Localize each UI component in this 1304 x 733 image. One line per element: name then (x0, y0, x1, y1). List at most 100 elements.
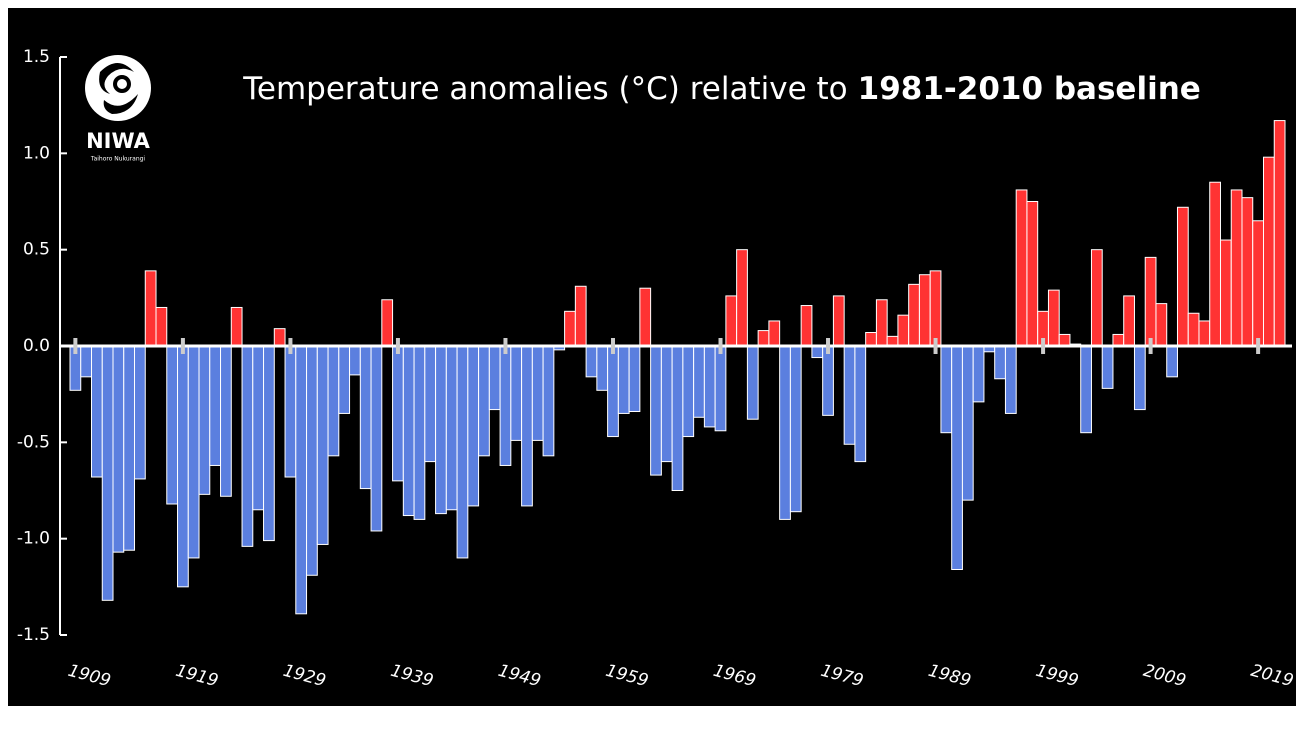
bar (220, 345, 232, 497)
bar (209, 345, 222, 466)
bar (865, 332, 877, 347)
bar (435, 345, 447, 515)
bar (639, 287, 652, 347)
x-tick (1041, 338, 1046, 354)
bar (144, 270, 157, 347)
bar (123, 345, 136, 551)
bar (564, 310, 576, 347)
bar (80, 345, 93, 378)
bar (1026, 201, 1039, 347)
bar (800, 305, 813, 347)
bar (822, 345, 834, 416)
bar (338, 345, 351, 414)
bar (1241, 197, 1254, 347)
bar (349, 345, 361, 376)
logo-name: NIWA (86, 129, 151, 153)
bar (316, 345, 329, 545)
bar (392, 345, 404, 482)
bar (467, 345, 480, 507)
bar (521, 345, 533, 507)
bar (542, 345, 555, 457)
bar (306, 345, 318, 576)
bar (1262, 156, 1275, 347)
bar (1101, 345, 1114, 389)
bar (198, 345, 211, 495)
logo: NIWA Taihoro Nukurangi (85, 55, 151, 163)
y-tick-label: 1.0 (23, 143, 50, 163)
bar (951, 345, 963, 570)
bar (1080, 345, 1092, 434)
bar (746, 345, 759, 420)
bar (370, 345, 383, 532)
bar (875, 299, 888, 347)
bar (359, 345, 372, 490)
bar (961, 345, 974, 501)
bar (1144, 256, 1157, 347)
title-text: Temperature anomalies (°C) relative to (242, 71, 847, 107)
x-tick (180, 338, 185, 354)
x-tick (610, 338, 615, 354)
y-tick-label: 0.5 (23, 240, 50, 260)
x-tick (933, 338, 938, 354)
bar (413, 345, 426, 520)
bar (499, 345, 512, 466)
bar (693, 345, 705, 418)
x-tick (826, 338, 831, 354)
bar (112, 345, 125, 553)
x-tick (1256, 338, 1261, 354)
title-emphasis: 1981-2010 baseline (858, 71, 1201, 107)
bar (284, 345, 297, 478)
bar (488, 345, 501, 411)
bar (134, 345, 146, 480)
bar (1273, 120, 1286, 347)
x-tick (395, 338, 400, 354)
bar (940, 345, 953, 434)
bar (768, 320, 781, 347)
bar (177, 345, 189, 588)
y-tick-label: -1.0 (17, 529, 50, 549)
bar (757, 330, 770, 347)
bar (531, 345, 544, 441)
bar (230, 306, 243, 347)
chart-title: Temperature anomalies (°C) relative to 19… (242, 71, 1201, 107)
bar (1133, 345, 1146, 411)
bar (1155, 303, 1168, 347)
bar (1252, 220, 1264, 347)
bar (1004, 345, 1017, 414)
x-tick (718, 338, 723, 354)
bar (241, 345, 254, 547)
bar (1166, 345, 1178, 378)
bar (252, 345, 265, 511)
bar (1209, 181, 1221, 347)
bar (596, 345, 609, 391)
bar (929, 270, 942, 347)
bar (703, 345, 716, 428)
bar (381, 299, 394, 347)
bar (725, 295, 738, 347)
bar (671, 345, 684, 491)
logo-subtitle: Taihoro Nukurangi (90, 156, 146, 163)
bar (424, 345, 437, 463)
bar (1176, 206, 1189, 347)
bar (166, 345, 179, 505)
y-tick-label: 0.0 (23, 336, 50, 356)
bar (1198, 320, 1211, 347)
bar (402, 345, 415, 517)
y-tick-label: 1.5 (23, 47, 50, 67)
bar (972, 345, 985, 403)
bar (607, 345, 619, 438)
bar (1047, 289, 1060, 347)
bar (327, 345, 340, 457)
bar (832, 295, 845, 347)
bar (456, 345, 469, 559)
bar (628, 345, 641, 413)
y-tick-label: -0.5 (17, 432, 50, 452)
bar (1219, 239, 1232, 347)
bar (854, 345, 867, 463)
bar (617, 345, 630, 414)
bar (273, 328, 286, 347)
x-tick (1148, 338, 1153, 354)
bar (155, 306, 168, 347)
